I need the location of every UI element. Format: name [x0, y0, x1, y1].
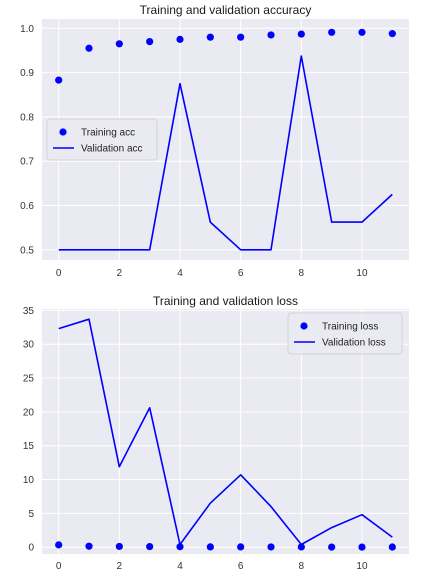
y-tick-label: 0 [28, 543, 34, 554]
chart-title: Training and validation accuracy [140, 3, 312, 17]
legend-label: Validation loss [322, 338, 386, 349]
data-point-training-loss [146, 542, 154, 551]
x-tick-label: 8 [299, 268, 305, 279]
data-point-training-acc [85, 44, 93, 52]
data-point-training-loss [115, 542, 123, 551]
data-point-training-loss [237, 543, 245, 551]
data-point-training-loss [297, 543, 305, 551]
legend-dot-marker [59, 128, 67, 136]
data-point-training-loss [85, 542, 93, 550]
x-tick-label: 0 [56, 268, 62, 279]
data-point-training-acc [358, 28, 366, 36]
data-point-training-acc [206, 33, 214, 41]
x-tick-label: 0 [56, 561, 62, 572]
chart-title: Training and validation loss [153, 294, 298, 308]
x-tick-label: 6 [238, 268, 244, 279]
y-tick-label: 1.0 [20, 24, 34, 35]
legend-label: Validation acc [81, 144, 143, 155]
y-tick-label: 0.9 [20, 68, 34, 79]
y-tick-label: 5 [28, 509, 34, 520]
data-point-training-loss [388, 543, 396, 551]
y-tick-label: 30 [23, 340, 35, 351]
data-point-training-loss [328, 543, 336, 551]
data-point-training-acc [328, 28, 336, 36]
series-line-validation-acc [58, 55, 393, 251]
y-tick-label: 0.6 [20, 201, 34, 212]
data-point-training-acc [176, 35, 184, 43]
x-tick-label: 6 [238, 561, 244, 572]
x-tick-label: 10 [356, 561, 368, 572]
y-tick-label: 15 [23, 441, 35, 452]
x-tick-label: 4 [177, 268, 183, 279]
data-point-training-loss [358, 543, 366, 551]
accuracy-chart: 0 2 4 6 8 10 0.5 0.6 0.7 0.8 0.9 1.0 Training and va… [20, 3, 409, 279]
data-point-training-acc [146, 37, 154, 46]
y-tick-label: 0.8 [20, 112, 34, 123]
data-point-training-loss [267, 543, 275, 551]
y-tick-label: 10 [23, 475, 35, 486]
x-tick-label: 10 [356, 268, 368, 279]
x-tick-label: 4 [177, 561, 183, 572]
legend-dot-marker [300, 322, 308, 330]
data-point-training-acc [267, 31, 275, 39]
data-point-training-acc [297, 30, 305, 38]
y-tick-label: 25 [23, 374, 35, 385]
x-tick-label: 2 [117, 561, 123, 572]
legend-box [46, 118, 158, 161]
y-tick-label: 20 [23, 407, 35, 418]
legend-box [287, 312, 403, 355]
data-point-training-acc [237, 33, 245, 41]
series-line-validation-loss [58, 318, 393, 546]
data-point-training-acc [55, 76, 63, 84]
y-tick-label: 35 [23, 306, 35, 317]
data-point-training-acc [115, 40, 123, 48]
loss-chart: 0 2 4 6 8 10 0 5 10 15 20 25 30 35 Training and valida… [23, 294, 409, 572]
data-point-training-loss [176, 543, 184, 551]
data-point-training-loss [55, 541, 63, 549]
data-point-training-loss [206, 543, 214, 551]
x-tick-label: 2 [117, 268, 123, 279]
y-tick-label: 0.7 [20, 157, 34, 168]
x-tick-label: 8 [299, 561, 305, 572]
y-tick-label: 0.5 [20, 245, 34, 256]
legend-label: Training acc [81, 128, 135, 139]
legend-label: Training loss [322, 322, 378, 333]
data-point-training-acc [388, 30, 396, 38]
